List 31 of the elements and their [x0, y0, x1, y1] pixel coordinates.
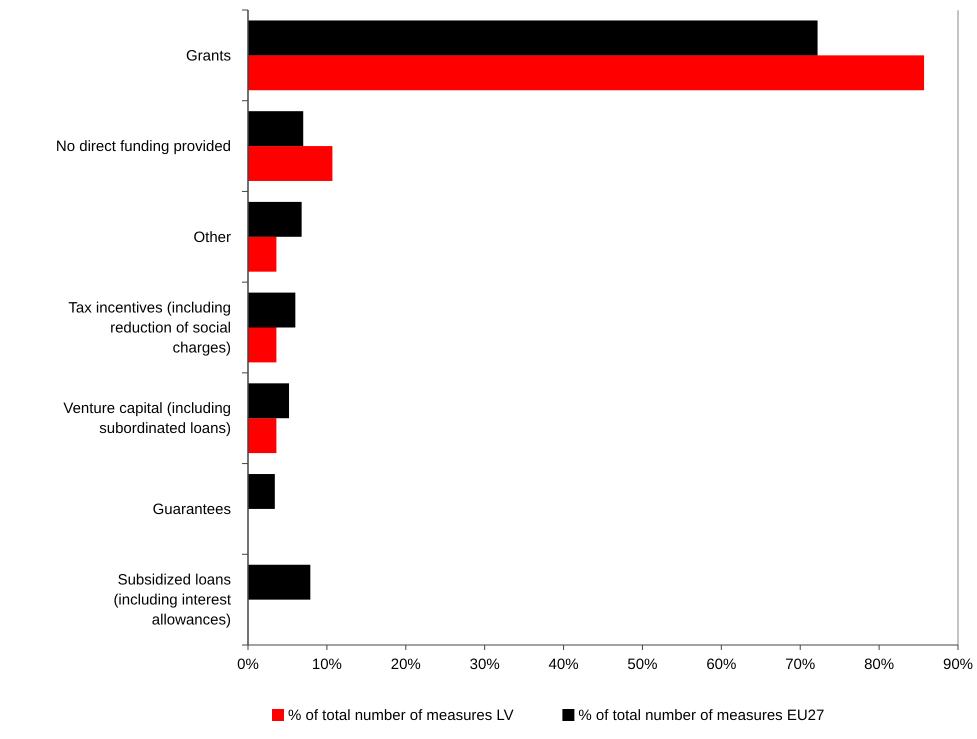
bar — [248, 418, 276, 454]
x-tick-label: 40% — [548, 656, 579, 673]
x-tick-label: 0% — [237, 656, 259, 673]
bar — [248, 236, 276, 272]
x-tick-label: 20% — [390, 656, 421, 673]
legend-label: % of total number of measures EU27 — [578, 707, 824, 724]
bar — [248, 55, 924, 90]
x-tick-label: 70% — [785, 656, 816, 673]
bar — [248, 383, 290, 418]
x-tick-label: 50% — [627, 656, 658, 673]
x-tick-label: 10% — [312, 656, 342, 673]
bar — [248, 111, 304, 146]
bar — [248, 292, 296, 328]
x-tick-label: 30% — [470, 656, 500, 673]
y-tick-label: Grants — [186, 47, 231, 64]
y-tick-label: Venture capital (including subordinated loans) — [63, 400, 231, 438]
y-tick-label: Subsidized loans (including interest allowances) — [113, 572, 232, 629]
y-tick-label: Other — [193, 228, 232, 246]
bar — [248, 564, 310, 600]
x-tick-label: 60% — [706, 656, 736, 673]
bar — [248, 202, 302, 237]
bar — [248, 146, 332, 181]
legend-label: % of total number of measures LV — [288, 707, 514, 724]
x-tick-label: 80% — [864, 656, 894, 673]
bar — [248, 20, 818, 56]
y-tick-label: No direct funding provided — [56, 138, 231, 156]
bar — [248, 474, 275, 509]
y-tick-label: Guarantees — [152, 500, 231, 518]
y-tick-label: Tax incentives (including reduction of social charges) — [68, 300, 232, 356]
bar — [248, 328, 276, 362]
x-tick-label: 90% — [942, 656, 974, 673]
